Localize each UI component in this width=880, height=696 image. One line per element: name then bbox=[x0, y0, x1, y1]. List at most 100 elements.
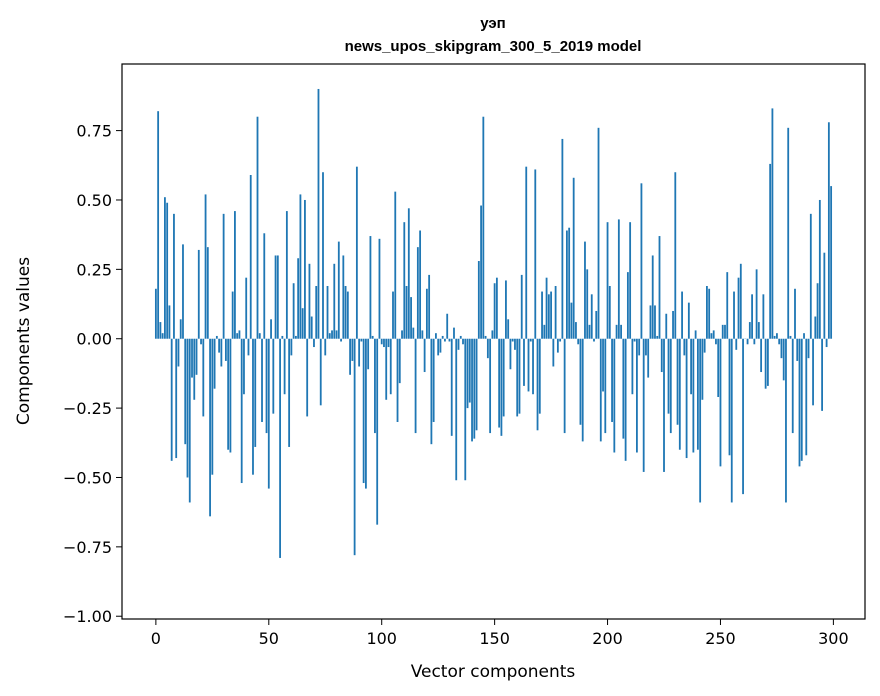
bar bbox=[369, 236, 372, 339]
bar bbox=[565, 230, 568, 339]
bar bbox=[766, 338, 769, 386]
bar bbox=[827, 122, 830, 339]
bar bbox=[245, 277, 248, 339]
bar bbox=[782, 338, 785, 381]
bar bbox=[464, 338, 467, 481]
x-tick-label: 100 bbox=[366, 629, 397, 648]
bar bbox=[261, 338, 263, 422]
bar bbox=[534, 169, 537, 339]
y-tick-label: 0.25 bbox=[76, 260, 112, 279]
bar bbox=[791, 338, 794, 434]
chart-subtitle: news_upos_skipgram_300_5_2019 model bbox=[345, 38, 642, 55]
bar bbox=[403, 222, 406, 339]
bar bbox=[703, 338, 706, 353]
bar bbox=[220, 338, 223, 367]
bar bbox=[428, 274, 431, 339]
bar bbox=[764, 338, 767, 389]
bar bbox=[218, 338, 221, 353]
bar bbox=[475, 338, 478, 431]
bar bbox=[170, 338, 173, 461]
bar bbox=[678, 338, 681, 450]
bar bbox=[285, 211, 288, 339]
bar bbox=[552, 338, 555, 367]
bar bbox=[674, 172, 677, 339]
bar bbox=[746, 338, 749, 345]
bar bbox=[823, 252, 826, 339]
bar bbox=[301, 308, 304, 339]
bar bbox=[310, 316, 313, 339]
bar bbox=[335, 330, 338, 339]
bar bbox=[265, 338, 268, 434]
bar bbox=[771, 108, 774, 339]
bar bbox=[778, 338, 781, 345]
bar bbox=[349, 338, 351, 375]
bar bbox=[209, 338, 211, 517]
bar bbox=[687, 302, 690, 339]
bar bbox=[532, 338, 534, 395]
bar bbox=[279, 338, 281, 558]
bar bbox=[206, 247, 209, 339]
bar bbox=[243, 338, 245, 395]
bar bbox=[800, 338, 803, 461]
bar bbox=[159, 322, 162, 339]
bar bbox=[353, 338, 356, 556]
bar bbox=[615, 324, 618, 339]
bar bbox=[290, 338, 293, 356]
bar bbox=[444, 338, 446, 342]
bar bbox=[421, 330, 424, 339]
bar bbox=[762, 294, 765, 339]
bar bbox=[416, 247, 419, 339]
x-tick-label: 50 bbox=[259, 629, 279, 648]
bar bbox=[803, 333, 805, 339]
bar bbox=[809, 213, 812, 339]
bar bbox=[166, 202, 169, 339]
x-tick-label: 200 bbox=[592, 629, 623, 648]
bar bbox=[556, 338, 559, 353]
bar bbox=[525, 166, 528, 339]
bar bbox=[383, 338, 385, 348]
bar bbox=[385, 338, 388, 400]
chart-title: уэп bbox=[480, 15, 506, 32]
bar bbox=[234, 211, 236, 339]
bar bbox=[694, 330, 697, 339]
bar bbox=[355, 166, 358, 339]
bar bbox=[660, 338, 663, 373]
bar bbox=[665, 313, 668, 339]
bar bbox=[559, 338, 562, 342]
bar bbox=[581, 338, 584, 442]
bar bbox=[818, 199, 821, 339]
bar bbox=[313, 338, 315, 348]
bar bbox=[516, 338, 519, 417]
bar bbox=[202, 338, 205, 417]
bar bbox=[724, 324, 726, 339]
bar bbox=[256, 116, 259, 339]
bar bbox=[681, 291, 683, 339]
bar bbox=[297, 258, 300, 339]
bar bbox=[787, 127, 790, 339]
bar bbox=[590, 294, 593, 339]
y-tick-label: −0.75 bbox=[63, 538, 112, 557]
bar bbox=[773, 335, 776, 339]
bar bbox=[358, 338, 361, 367]
bar bbox=[498, 338, 501, 428]
bar bbox=[168, 305, 171, 339]
bar bbox=[493, 283, 496, 339]
bar bbox=[179, 319, 182, 339]
x-tick-label: 250 bbox=[705, 629, 736, 648]
bar bbox=[715, 338, 717, 345]
bar bbox=[337, 241, 340, 339]
bar bbox=[807, 338, 810, 359]
bar bbox=[769, 163, 772, 339]
bar bbox=[796, 338, 799, 361]
x-tick-label: 0 bbox=[151, 629, 161, 648]
bar bbox=[572, 177, 575, 339]
bar bbox=[676, 338, 679, 425]
bar bbox=[570, 302, 573, 339]
bar bbox=[527, 338, 530, 392]
bar bbox=[161, 333, 164, 339]
bar bbox=[701, 338, 704, 400]
bar bbox=[365, 338, 367, 489]
bar bbox=[387, 338, 390, 348]
bar bbox=[636, 338, 638, 453]
